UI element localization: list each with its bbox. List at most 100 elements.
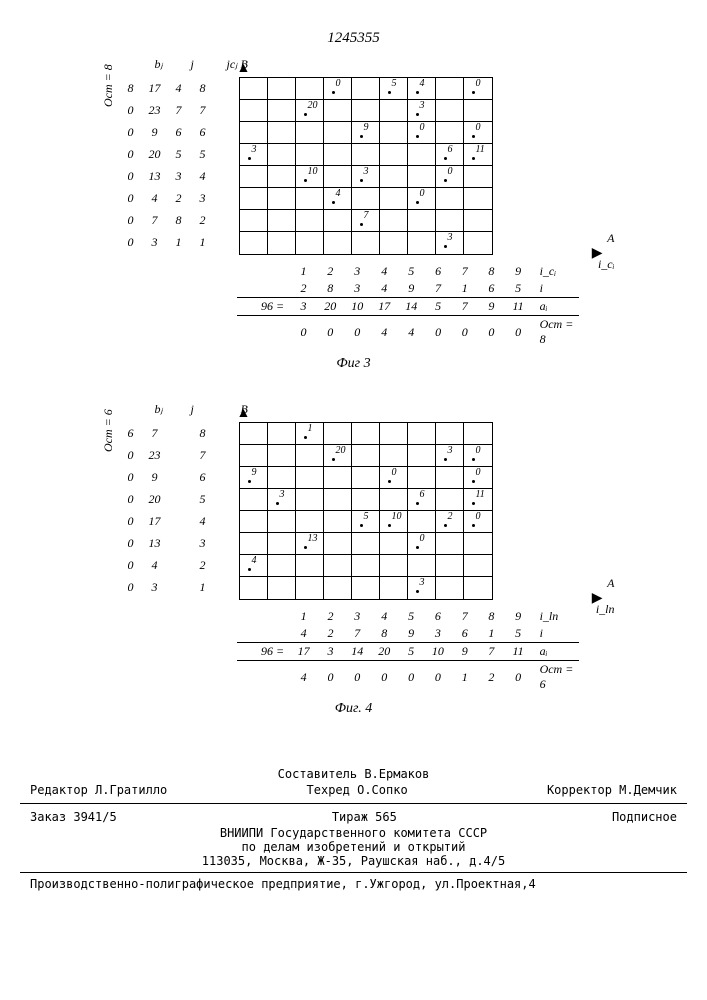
x-cell: 9 xyxy=(505,263,532,280)
y-cell: 0 xyxy=(119,235,143,250)
y-cell: 9 xyxy=(143,470,167,485)
y-cell: 1 xyxy=(191,580,215,595)
grid-cell: 9 xyxy=(352,122,380,144)
y-cell: 4 xyxy=(191,514,215,529)
x-cell: 4 xyxy=(371,316,398,349)
point-value: 0 xyxy=(392,467,397,478)
point-value: 6 xyxy=(420,489,425,500)
grid-cell xyxy=(296,210,324,232)
grid-cell xyxy=(464,166,492,188)
y-cell: 20 xyxy=(143,147,167,162)
grid-cell: 20 xyxy=(324,445,352,467)
x-cell: 9 xyxy=(451,643,478,661)
y-cell: 6 xyxy=(191,125,215,140)
y-cell: 0 xyxy=(119,103,143,118)
grid-cell xyxy=(380,100,408,122)
grid-cell: 0 xyxy=(464,122,492,144)
axis-a-label: A xyxy=(607,576,614,591)
grid-cell xyxy=(352,232,380,254)
data-point xyxy=(304,179,307,182)
grid-cell xyxy=(436,533,464,555)
grid-cell xyxy=(240,489,268,511)
data-point xyxy=(360,179,363,182)
point-value: 3 xyxy=(448,445,453,456)
x-axis-table-4: 123456789i_ln 427893615i 96 =17314205109… xyxy=(237,608,579,693)
grid-cell: 11 xyxy=(464,144,492,166)
x-cell: 7 xyxy=(478,643,505,661)
grid-cell xyxy=(380,188,408,210)
grid-cell xyxy=(240,232,268,254)
grid-cell xyxy=(268,232,296,254)
point-value: 20 xyxy=(308,100,318,111)
y-cell: 2 xyxy=(191,558,215,573)
grid-cell xyxy=(268,166,296,188)
order-text: Заказ 3941/5 xyxy=(30,810,117,824)
grid-cell: 0 xyxy=(436,166,464,188)
grid-cell: 5 xyxy=(352,511,380,533)
y-cell: 2 xyxy=(191,213,215,228)
y-cell: 3 xyxy=(143,580,167,595)
data-point xyxy=(360,223,363,226)
y-cell: 4 xyxy=(143,191,167,206)
x-cell: 11 xyxy=(505,298,532,316)
grid-cell: 0 xyxy=(464,511,492,533)
grid-cell xyxy=(324,122,352,144)
grid-cell xyxy=(240,533,268,555)
y-cell: 13 xyxy=(143,536,167,551)
grid-cell: 0 xyxy=(408,122,436,144)
grid-cell xyxy=(296,489,324,511)
grid-cell xyxy=(268,467,296,489)
point-value: 7 xyxy=(364,210,369,221)
grid-cell: 3 xyxy=(240,144,268,166)
grid-cell xyxy=(324,232,352,254)
grid-cell xyxy=(296,188,324,210)
data-point xyxy=(472,502,475,505)
grid-cell xyxy=(240,122,268,144)
data-point xyxy=(248,480,251,483)
grid-cell xyxy=(380,210,408,232)
grid-cell xyxy=(408,232,436,254)
figure-caption: Фиг. 4 xyxy=(129,701,579,717)
y-cell: 9 xyxy=(143,125,167,140)
grid-cell xyxy=(240,100,268,122)
y-cell: 13 xyxy=(143,169,167,184)
x-cell: 3 xyxy=(290,298,317,316)
page-footer: Составитель В.Ермаков Редактор Л.Гратилл… xyxy=(20,767,687,891)
y-row: 0966 xyxy=(119,121,215,143)
grid-cell xyxy=(240,511,268,533)
data-point xyxy=(444,458,447,461)
grid-cell xyxy=(436,122,464,144)
point-value: 3 xyxy=(448,232,453,243)
x-cell: 0 xyxy=(317,661,344,694)
y-cell: 0 xyxy=(119,492,143,507)
grid-cell xyxy=(380,144,408,166)
grid-cell xyxy=(296,232,324,254)
y-cell: 8 xyxy=(191,426,215,441)
production-line: Производственно-полиграфическое предприя… xyxy=(20,877,687,891)
grid-cell xyxy=(268,511,296,533)
y-cell: 2 xyxy=(167,191,191,206)
y-cell: 0 xyxy=(119,125,143,140)
grid-cell xyxy=(380,489,408,511)
grid-cell: 2 xyxy=(436,511,464,533)
x-cell: 9 xyxy=(478,298,505,316)
grid-cell xyxy=(436,78,464,100)
grid-cell xyxy=(296,78,324,100)
grid-cell xyxy=(324,511,352,533)
axis-i-label: i_ln xyxy=(596,602,615,617)
grid-cell: 0 xyxy=(408,188,436,210)
point-value: 0 xyxy=(420,122,425,133)
data-point xyxy=(360,135,363,138)
grid-cell xyxy=(352,489,380,511)
data-point xyxy=(444,157,447,160)
data-point xyxy=(360,524,363,527)
y-row: 096 xyxy=(119,466,215,488)
data-point xyxy=(304,113,307,116)
grid-cell xyxy=(464,232,492,254)
grid-cell xyxy=(408,423,436,445)
grid-cell: 1 xyxy=(296,423,324,445)
grid-cell xyxy=(436,100,464,122)
x-cell: 17 xyxy=(290,643,317,661)
point-value: 10 xyxy=(392,511,402,522)
y-row: 0782 xyxy=(119,209,215,231)
